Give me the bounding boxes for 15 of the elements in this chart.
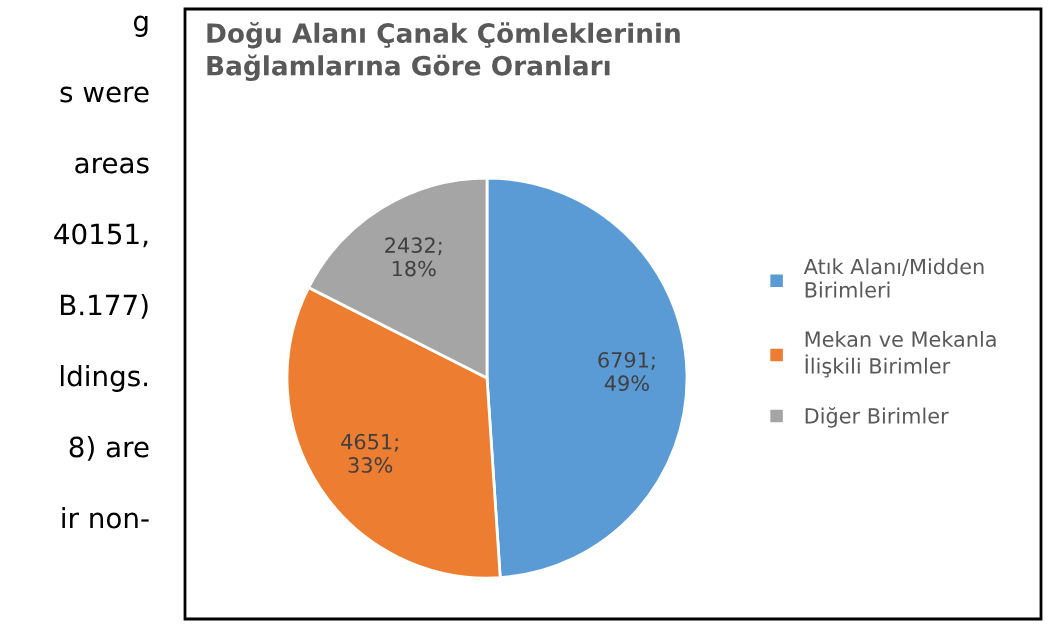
text: ir non-: [62, 507, 149, 529]
data-label: 4651; 33%: [341, 433, 398, 473]
chart-title: Doğu Alanı Çanak Çömleklerinin Bağlamlarına Göre Oranları: [207, 22, 680, 81]
text: 8) are: [69, 436, 149, 461]
text: B.177): [60, 294, 148, 319]
legend-label: Mekan ve Mekanla İlişkili Birimler: [805, 330, 996, 378]
text: areas: [75, 157, 149, 174]
data-label: 6791; 49%: [598, 351, 655, 392]
text: g: [133, 15, 148, 37]
text: s were: [60, 86, 149, 103]
text: ldings.: [61, 365, 147, 392]
data-label: 2432; 18%: [385, 237, 442, 277]
legend-label: Diğer Birimler: [805, 407, 949, 428]
legend-label: Atık Alanı/Midden Birimleri: [803, 258, 984, 298]
text: 40151,: [54, 223, 148, 248]
